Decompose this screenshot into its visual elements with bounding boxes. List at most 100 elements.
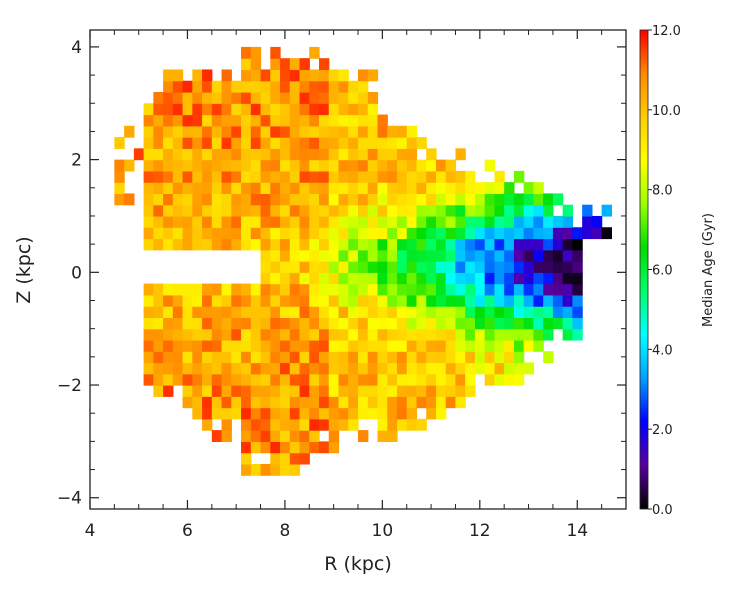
heatmap-cell (250, 238, 262, 251)
heatmap-cell (250, 441, 262, 454)
heatmap-cell (289, 114, 301, 127)
heatmap-cell (328, 272, 340, 285)
heatmap-cell (338, 137, 349, 149)
heatmap-cell (358, 227, 369, 240)
heatmap-cell (260, 463, 271, 476)
heatmap-cell (494, 317, 505, 330)
heatmap-cell (474, 272, 486, 285)
heatmap-cell (396, 339, 408, 352)
heatmap-cell (241, 317, 252, 330)
heatmap-cell (328, 339, 340, 352)
heatmap-cell (260, 249, 271, 262)
heatmap-cell (270, 430, 281, 442)
heatmap-cell (289, 272, 301, 285)
heatmap-cell (280, 418, 291, 431)
heatmap-cell (377, 362, 388, 375)
heatmap-cell (406, 148, 418, 161)
heatmap-cell (358, 215, 369, 228)
heatmap-cell (552, 294, 564, 307)
heatmap-cell (377, 328, 388, 341)
heatmap-cell (231, 91, 242, 104)
heatmap-cell (202, 137, 213, 149)
heatmap-cell (260, 317, 271, 330)
heatmap-cell (435, 396, 447, 409)
colorbar-tick-label: 6.0 (652, 264, 673, 279)
heatmap-cell (309, 137, 320, 149)
heatmap-cell (338, 227, 349, 240)
heatmap-cell (270, 125, 281, 138)
heatmap-cell (338, 193, 349, 206)
x-tick-label: 14 (566, 521, 588, 541)
heatmap-cell (474, 351, 486, 364)
heatmap-cell (250, 306, 262, 318)
heatmap-cell (455, 385, 466, 397)
heatmap-cell (504, 362, 515, 375)
heatmap-cell (299, 91, 310, 104)
heatmap-cell (377, 193, 388, 206)
heatmap-cell (124, 125, 135, 138)
heatmap-cell (241, 452, 252, 465)
heatmap-cell (543, 272, 554, 285)
heatmap-cell (250, 204, 262, 217)
heatmap-cell (465, 317, 476, 330)
heatmap-cell (192, 148, 203, 161)
heatmap-cell (299, 441, 310, 454)
heatmap-cell (455, 294, 466, 307)
heatmap-cell (358, 328, 369, 341)
heatmap-cell (474, 294, 486, 307)
heatmap-cell (280, 294, 291, 307)
heatmap-cell (270, 103, 281, 116)
heatmap-cell (445, 351, 457, 364)
heatmap-cell (299, 80, 310, 93)
heatmap-cell (182, 351, 193, 364)
heatmap-cell (143, 317, 154, 330)
heatmap-cell (572, 317, 583, 330)
heatmap-cell (241, 362, 252, 375)
heatmap-cell (250, 58, 262, 71)
heatmap-cell (348, 80, 359, 93)
heatmap-cell (367, 261, 379, 273)
heatmap-cell (270, 452, 281, 465)
heatmap-cell (299, 227, 310, 240)
heatmap-cell (241, 328, 252, 341)
heatmap-cell (280, 125, 291, 138)
heatmap-cell (348, 306, 359, 318)
heatmap-cell (289, 283, 301, 296)
heatmap-cell (562, 328, 573, 341)
heatmap-cell (338, 91, 349, 104)
heatmap-cell (484, 204, 496, 217)
heatmap-cell (289, 463, 301, 476)
heatmap-cell (387, 328, 398, 341)
heatmap-cell (396, 418, 408, 431)
heatmap-cell (465, 204, 476, 217)
heatmap-cell (338, 362, 349, 375)
heatmap-cell (221, 114, 232, 127)
heatmap-cell (221, 148, 232, 161)
heatmap-cell (367, 204, 379, 217)
heatmap-cell (435, 362, 447, 375)
heatmap-cell (387, 238, 398, 251)
heatmap-cell (221, 69, 232, 82)
heatmap-cell (250, 385, 262, 397)
heatmap-cell (250, 463, 262, 476)
heatmap-cell (494, 373, 505, 386)
heatmap-cell (426, 385, 437, 397)
heatmap-cell (435, 261, 447, 273)
heatmap-cell (182, 103, 193, 116)
heatmap-cell (533, 339, 544, 352)
heatmap-cell (280, 373, 291, 386)
heatmap-cell (163, 227, 174, 240)
heatmap-cell (202, 103, 213, 116)
heatmap-cell (572, 261, 583, 273)
heatmap-cell (289, 170, 301, 183)
heatmap-cell (231, 317, 242, 330)
heatmap-cell (338, 69, 349, 82)
heatmap-cell (182, 306, 193, 318)
heatmap-cell (358, 69, 369, 82)
heatmap-cell (435, 385, 447, 397)
heatmap-cell (367, 283, 379, 296)
heatmap-cell (348, 238, 359, 251)
heatmap-cell (172, 182, 184, 195)
heatmap-cell (192, 317, 203, 330)
heatmap-cell (211, 339, 223, 352)
